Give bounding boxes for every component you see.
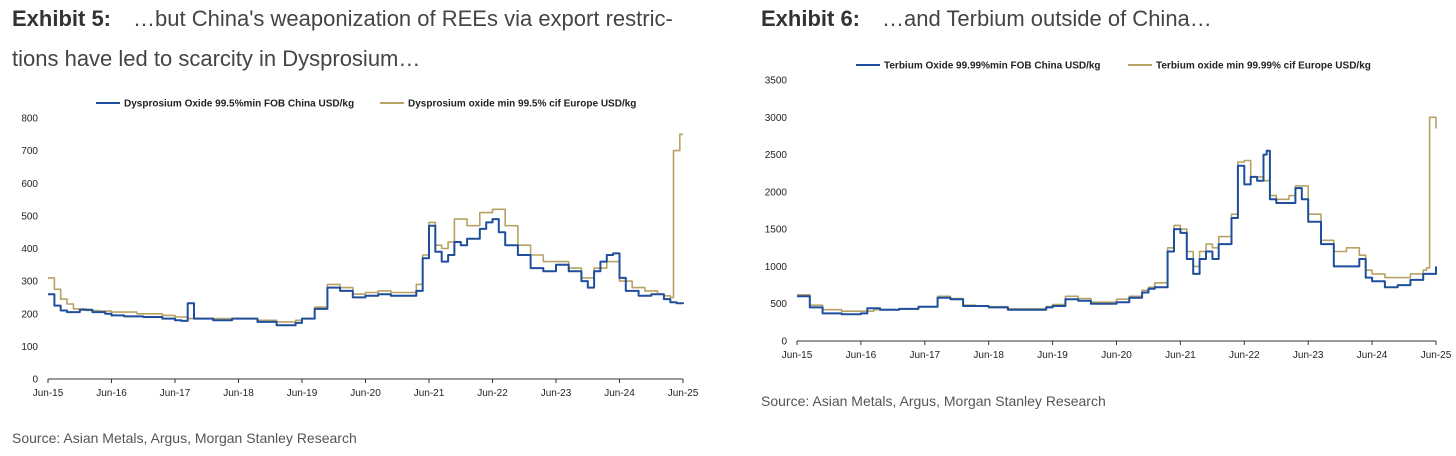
exhibit-6: Exhibit 6: …and Terbium outside of China…… [752,0,1456,456]
y-tick-label: 200 [21,309,38,320]
y-tick-label: 0 [32,375,38,386]
x-tick-label: Jun-20 [350,388,381,399]
legend-label: Terbium Oxide 99.99%min FOB China USD/kg [884,61,1101,72]
exhibit-6-heading: Exhibit 6: …and Terbium outside of China… [761,4,1212,34]
y-tick-label: 600 [21,179,38,190]
x-tick-label: Jun-21 [414,388,445,399]
x-tick-label: Jun-15 [782,350,813,361]
y-tick-label: 400 [21,244,38,255]
series-line-terbium-oxide-99-99-min-fob-china-usd-kg [797,149,1437,316]
x-tick-label: Jun-15 [33,388,64,399]
x-tick-label: Jun-20 [1101,350,1132,361]
legend-label: Terbium oxide min 99.99% cif Europe USD/… [1156,61,1371,72]
y-tick-label: 100 [21,342,38,353]
exhibit-5-heading: Exhibit 5: …but China's weaponization of … [12,4,673,34]
legend-label: Dysprosium oxide min 99.5% cif Europe US… [408,99,636,110]
legend: Terbium Oxide 99.99%min FOB China USD/kg… [856,61,1371,72]
exhibit-5-title-line1: …but China's weaponization of REEs via e… [133,6,673,31]
exhibit-5-label: Exhibit 5: [12,6,112,31]
series-line-terbium-oxide-min-99-99-cif-europe-usd-kg [797,116,1437,312]
x-tick-label: Jun-17 [910,350,941,361]
exhibit-6-source: Source: Asian Metals, Argus, Morgan Stan… [761,393,1106,409]
dysprosium-chart: 0 100 200 300 400 500 600 700 800 Jun-15 Jun-16 Jun… [21,99,698,400]
x-tick-label: Jun-21 [1165,350,1196,361]
x-tick-label: Jun-19 [287,388,318,399]
y-tick-label: 300 [21,277,38,288]
axes: 0 500 1000 1500 2000 2500 3000 3500 Jun-15 Jun-16… [765,76,1452,362]
x-tick-label: Jun-16 [846,350,877,361]
y-tick-label: 0 [781,337,787,348]
x-tick-label: Jun-18 [223,388,254,399]
y-tick-label: 1000 [765,262,788,273]
y-tick-label: 800 [21,114,38,125]
y-tick-label: 500 [770,299,787,310]
y-tick-label: 500 [21,211,38,222]
y-tick-label: 700 [21,146,38,157]
y-tick-label: 3000 [765,113,788,124]
x-tick-label: Jun-23 [1293,350,1324,361]
y-tick-label: 3500 [765,76,788,87]
y-tick-label: 2000 [765,187,788,198]
series-line-dysprosium-oxide-min-99-5-cif-europe-usd-kg [48,133,683,323]
x-tick-label: Jun-18 [973,350,1004,361]
exhibit-5: Exhibit 5: …but China's weaponization of … [0,0,720,456]
exhibit-6-label: Exhibit 6: [761,6,861,31]
x-tick-label: Jun-24 [604,388,635,399]
exhibit-6-title-line1: …and Terbium outside of China… [882,6,1212,31]
legend: Dysprosium Oxide 99.5%min FOB China USD/… [96,99,636,110]
x-tick-label: Jun-22 [477,388,508,399]
y-tick-label: 2500 [765,150,788,161]
exhibit-5-title-line2: tions have led to scarcity in Dysprosium… [12,46,421,71]
x-tick-label: Jun-23 [541,388,572,399]
x-tick-label: Jun-16 [96,388,127,399]
terbium-chart: 0 500 1000 1500 2000 2500 3000 3500 Jun-15 Jun-16… [765,61,1452,362]
x-tick-label: Jun-25 [668,388,699,399]
x-tick-label: Jun-25 [1421,350,1452,361]
y-tick-label: 1500 [765,225,788,236]
exhibit-5-source: Source: Asian Metals, Argus, Morgan Stan… [12,430,357,446]
legend-label: Dysprosium Oxide 99.5%min FOB China USD/… [124,99,354,110]
series-line-dysprosium-oxide-99-5-min-fob-china-usd-kg [48,218,684,327]
x-tick-label: Jun-17 [160,388,191,399]
axes: 0 100 200 300 400 500 600 700 800 Jun-15 Jun-16 Jun… [21,114,698,400]
x-tick-label: Jun-22 [1229,350,1260,361]
x-tick-label: Jun-24 [1357,350,1388,361]
x-tick-label: Jun-19 [1037,350,1068,361]
